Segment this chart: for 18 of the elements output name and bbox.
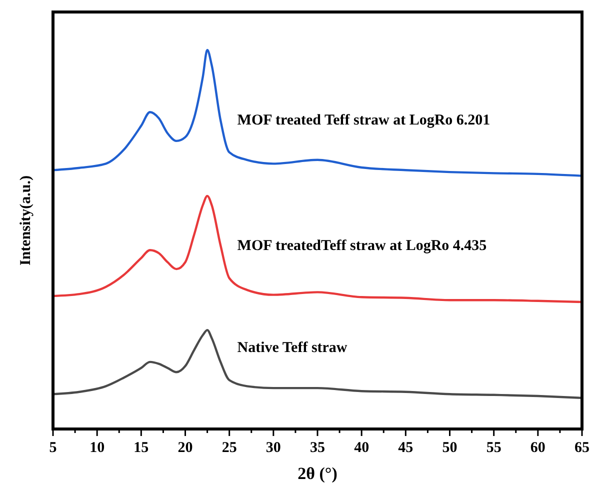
x-tick-label: 10 — [90, 440, 105, 456]
x-tick-label: 60 — [530, 440, 546, 456]
x-tick-label: 20 — [178, 440, 193, 456]
x-tick-label: 50 — [442, 440, 458, 456]
y-axis-title: Intensity(a.u.) — [18, 175, 34, 266]
x-tick-label: 65 — [574, 440, 590, 456]
x-tick-label: 55 — [486, 440, 502, 456]
series-label: MOF treatedTeff straw at LogRo 4.435 — [237, 238, 487, 254]
x-tick-label: 40 — [354, 440, 370, 456]
series-label: MOF treated Teff straw at LogRo 6.201 — [237, 112, 490, 128]
x-tick-label: 5 — [49, 440, 57, 456]
x-tick-label: 35 — [310, 440, 325, 456]
x-axis-title: 2θ (°) — [298, 464, 338, 483]
x-tick-label: 15 — [134, 440, 149, 456]
x-tick-label: 45 — [398, 440, 414, 456]
series-label: Native Teff straw — [237, 340, 348, 356]
x-tick-label: 30 — [266, 440, 281, 456]
x-tick-label: 25 — [222, 440, 237, 456]
